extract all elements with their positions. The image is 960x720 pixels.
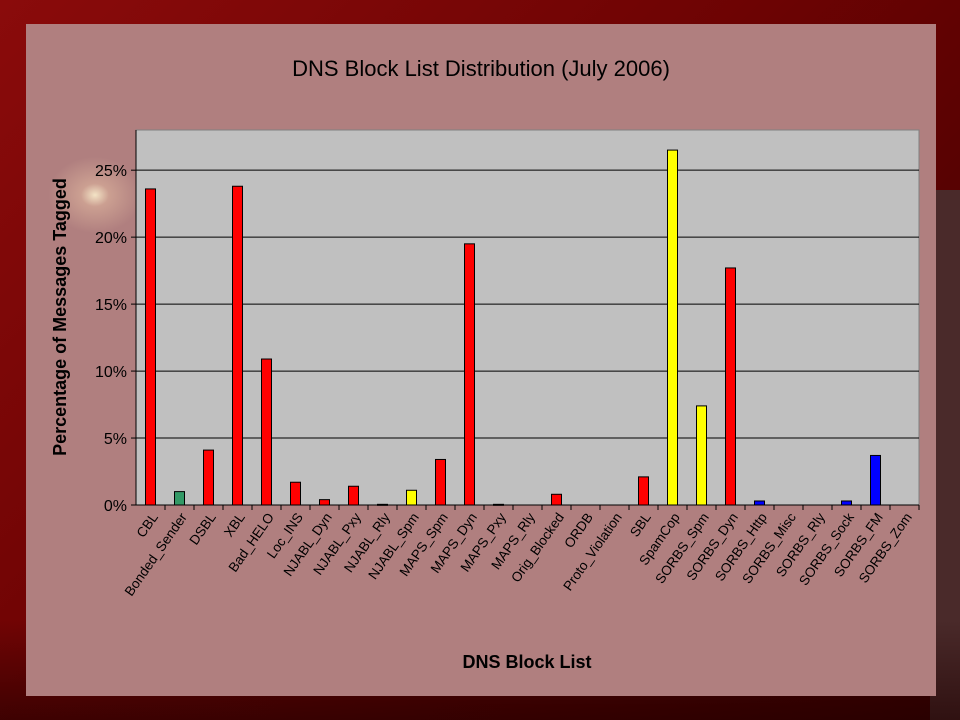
y-tick-label: 0% — [104, 498, 127, 515]
x-tick-label: CBL — [134, 510, 162, 541]
bar-bad-helo — [261, 358, 272, 506]
y-tick-label: 5% — [104, 431, 127, 448]
bar-orig-blocked — [551, 493, 562, 506]
bar-loc-ins — [290, 481, 301, 506]
x-tick-label: DSBL — [186, 510, 219, 548]
bar-cbl — [145, 188, 156, 506]
x-tick-label: XBL — [221, 510, 248, 540]
plot-area — [135, 129, 920, 506]
y-tick-label: 20% — [95, 230, 127, 247]
chart-title: DNS Block List Distribution (July 2006) — [292, 56, 670, 81]
y-tick-label: 15% — [95, 297, 127, 314]
bar-sorbs-sock — [841, 500, 852, 506]
bar-bonded-sender — [174, 491, 185, 506]
bar-xbl — [232, 185, 243, 506]
bar-maps-spm — [435, 458, 446, 506]
y-axis-title: Percentage of Messages Tagged — [50, 178, 70, 456]
bar-dsbl — [203, 449, 214, 506]
bar-maps-dyn — [464, 243, 475, 506]
y-tick-label: 10% — [95, 364, 127, 381]
bar-spamcop — [667, 149, 678, 506]
x-tick-label: SBL — [627, 510, 654, 540]
y-axis-ticks: 0% 5% 10% 15% 20% 25% — [95, 163, 136, 515]
bar-njabl-pxy — [348, 485, 359, 506]
y-tick-label: 25% — [95, 163, 127, 180]
bar-sbl — [638, 476, 649, 506]
bars — [145, 149, 881, 506]
x-axis-title: DNS Block List — [462, 652, 591, 672]
bar-sorbs-spm — [696, 405, 707, 506]
bar-njabl-spm — [406, 489, 417, 506]
bar-sorbs-dyn — [725, 267, 736, 506]
bar-njabl-dyn — [319, 499, 330, 506]
bar-sorbs-fm — [870, 454, 881, 506]
bar-sorbs-http — [754, 500, 765, 506]
